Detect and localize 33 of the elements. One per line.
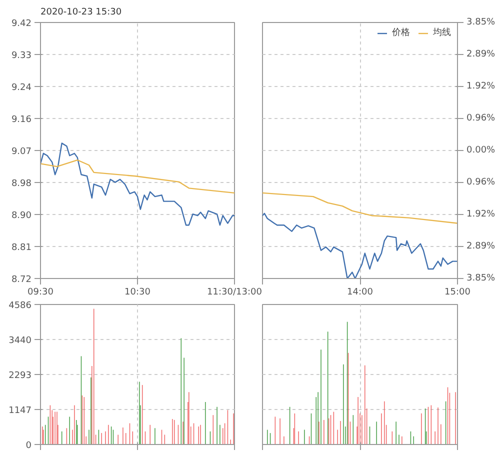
x-tick-label: 10:30: [124, 288, 151, 298]
x-tick-label: 11:30/13:00: [207, 288, 262, 298]
y-tick-label: 9.42: [11, 19, 32, 29]
y-tick-label: 9.24: [11, 83, 32, 93]
y-tick-label: 0: [26, 441, 32, 451]
y-tick-label: 9.07: [11, 147, 32, 157]
line-series: [40, 159, 234, 194]
y-tick-label: 2293: [8, 371, 32, 381]
y-tick-label: 8.98: [11, 179, 32, 189]
x-tick-label: 15:00: [444, 288, 471, 298]
text: 3.85%: [466, 274, 496, 284]
text: 1.92%: [466, 82, 496, 92]
y-tick-label: 8.81: [11, 243, 32, 253]
line-series: [40, 142, 234, 226]
y-tick-label: 9.16: [11, 115, 32, 125]
text: 1.92%: [466, 210, 496, 220]
x-tick-label: 14:00: [347, 288, 374, 298]
chart-title: 2020-10-23 15:30: [40, 8, 122, 18]
y-tick-label: 8.90: [11, 211, 32, 221]
x-tick-label: 09:30: [28, 288, 54, 298]
text: 2.89%: [466, 50, 496, 60]
legend-label: 均线: [433, 26, 452, 39]
text: 0.96%: [466, 114, 496, 124]
text: 3.85%: [466, 18, 496, 28]
y-tick-label: 1147: [8, 406, 32, 416]
text: 0.00%: [466, 146, 496, 156]
text: 2.89%: [466, 242, 496, 252]
y-tick-label: 8.72: [11, 275, 32, 285]
y-tick-label: 3440: [8, 336, 32, 346]
y-tick-label: 9.33: [11, 51, 32, 61]
y-tick-label: 4586: [8, 301, 32, 311]
text: 0.96%: [466, 178, 496, 188]
legend-label: 价格: [392, 26, 411, 39]
